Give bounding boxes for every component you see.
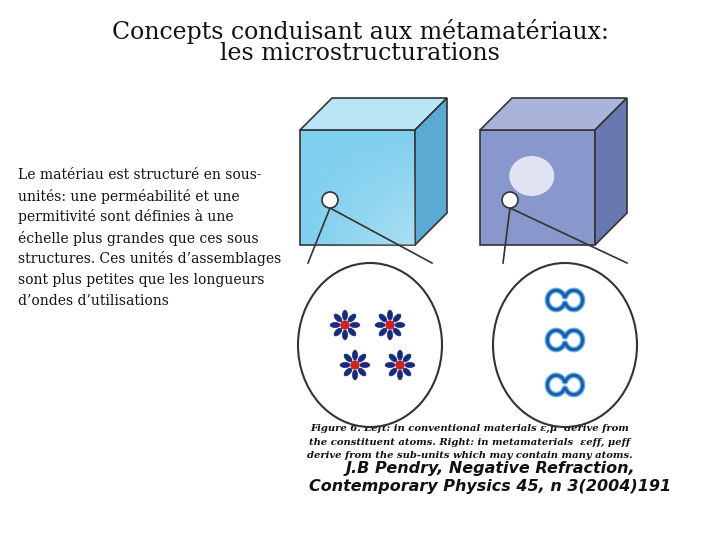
Text: structures. Ces unités d’assemblages: structures. Ces unités d’assemblages [18, 252, 282, 267]
Text: Le matériau est structuré en sous-: Le matériau est structuré en sous- [18, 168, 261, 182]
Circle shape [351, 361, 359, 369]
Ellipse shape [358, 354, 366, 362]
Ellipse shape [379, 314, 387, 322]
Text: permitivité sont définies à une: permitivité sont définies à une [18, 210, 233, 225]
Ellipse shape [344, 354, 352, 362]
Ellipse shape [343, 310, 348, 320]
Text: échelle plus grandes que ces sous: échelle plus grandes que ces sous [18, 231, 258, 246]
Ellipse shape [387, 330, 392, 340]
Ellipse shape [353, 350, 358, 360]
Polygon shape [415, 98, 447, 245]
Polygon shape [595, 98, 627, 245]
Text: les microstructurations: les microstructurations [220, 43, 500, 65]
Circle shape [322, 192, 338, 208]
Polygon shape [300, 98, 447, 130]
Circle shape [341, 321, 349, 329]
Ellipse shape [397, 370, 402, 380]
Circle shape [396, 361, 404, 369]
Text: Figure 6. Left: in conventional materials ε,μ  derive from: Figure 6. Left: in conventional material… [310, 423, 629, 433]
Text: Concepts conduisant aux métamatériaux:: Concepts conduisant aux métamatériaux: [112, 19, 608, 44]
Ellipse shape [353, 370, 358, 380]
Ellipse shape [389, 354, 397, 362]
Ellipse shape [387, 310, 392, 320]
Ellipse shape [493, 263, 637, 427]
Text: Contemporary Physics 45, n 3(2004)191: Contemporary Physics 45, n 3(2004)191 [309, 480, 671, 495]
Ellipse shape [344, 368, 352, 376]
Ellipse shape [395, 322, 405, 328]
Ellipse shape [393, 314, 401, 322]
Text: sont plus petites que les longueurs: sont plus petites que les longueurs [18, 273, 264, 287]
Ellipse shape [350, 322, 360, 328]
Polygon shape [480, 98, 627, 130]
Ellipse shape [340, 362, 350, 368]
Ellipse shape [334, 314, 342, 322]
Ellipse shape [397, 350, 402, 360]
Ellipse shape [405, 362, 415, 368]
Ellipse shape [334, 328, 342, 336]
Ellipse shape [343, 330, 348, 340]
Ellipse shape [298, 263, 442, 427]
Ellipse shape [393, 328, 401, 336]
Ellipse shape [348, 314, 356, 322]
Ellipse shape [358, 368, 366, 376]
Polygon shape [480, 130, 595, 245]
Ellipse shape [348, 328, 356, 336]
Ellipse shape [509, 156, 554, 196]
Text: unités: une perméabilité et une: unités: une perméabilité et une [18, 188, 240, 204]
Text: J.B Pendry, Negative Refraction,: J.B Pendry, Negative Refraction, [345, 461, 635, 476]
Ellipse shape [403, 368, 411, 376]
Text: d’ondes d’utilisations: d’ondes d’utilisations [18, 294, 169, 308]
Ellipse shape [330, 322, 340, 328]
Ellipse shape [403, 354, 411, 362]
Text: the constituent atoms. Right: in metamaterials  εeff, μeff: the constituent atoms. Right: in metamat… [310, 437, 631, 447]
Ellipse shape [360, 362, 370, 368]
Ellipse shape [375, 322, 385, 328]
Ellipse shape [389, 368, 397, 376]
Polygon shape [300, 130, 415, 245]
Ellipse shape [379, 328, 387, 336]
Circle shape [502, 192, 518, 208]
Text: derive from the sub-units which may contain many atoms.: derive from the sub-units which may cont… [307, 451, 633, 461]
Circle shape [386, 321, 394, 329]
Ellipse shape [385, 362, 395, 368]
